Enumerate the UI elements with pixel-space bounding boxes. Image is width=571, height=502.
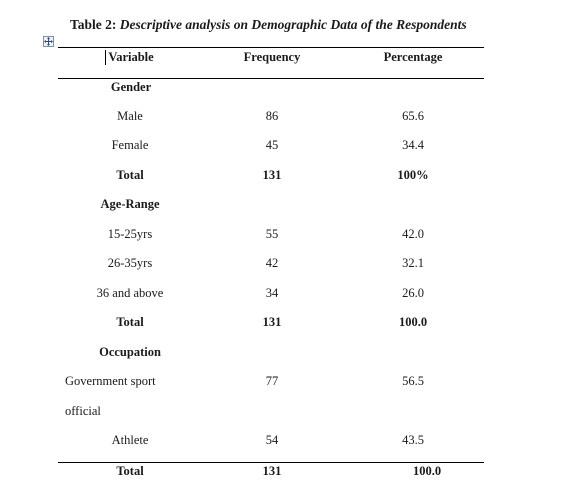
row-frequency: 55	[265, 227, 279, 241]
header-percentage: Percentage	[383, 50, 443, 64]
row-variable-continued: official	[65, 404, 101, 418]
row-variable: Male	[117, 109, 143, 123]
total-label: Total	[116, 315, 144, 329]
total-percentage: 100.0	[412, 464, 442, 478]
total-frequency: 131	[262, 464, 282, 478]
row-percentage: 34.4	[402, 138, 424, 152]
row-percentage: 56.5	[402, 374, 424, 388]
section-label-occupation: Occupation	[99, 345, 161, 359]
row-frequency: 54	[265, 433, 279, 447]
row-variable: Female	[111, 138, 149, 152]
total-percentage: 100.0	[398, 315, 428, 329]
row-variable: 26-35yrs	[107, 256, 153, 270]
header-variable: Variable	[108, 50, 154, 64]
total-frequency: 131	[262, 315, 282, 329]
total-label: Total	[116, 464, 144, 478]
total-frequency: 131	[262, 168, 282, 182]
row-percentage: 65.6	[402, 109, 424, 123]
total-label: Total	[116, 168, 144, 182]
row-frequency: 45	[265, 138, 279, 152]
total-percentage: 100%	[397, 168, 429, 182]
table-bottom-rule	[58, 462, 484, 463]
row-percentage: 42.0	[402, 227, 424, 241]
row-frequency: 42	[265, 256, 279, 270]
table-move-handle-icon[interactable]	[43, 36, 54, 47]
section-label-gender: Gender	[110, 80, 152, 94]
row-percentage: 43.5	[402, 433, 424, 447]
row-variable: Athlete	[111, 433, 149, 447]
table-header-rule	[58, 78, 484, 79]
text-cursor	[105, 50, 106, 65]
header-frequency: Frequency	[243, 50, 301, 64]
row-variable: 36 and above	[96, 286, 164, 300]
row-variable: 15-25yrs	[107, 227, 153, 241]
table-caption: Table 2: Descriptive analysis on Demogra…	[70, 17, 467, 33]
row-frequency: 34	[265, 286, 279, 300]
row-variable: Government sport	[65, 374, 156, 388]
row-frequency: 86	[265, 109, 279, 123]
table-number: Table 2:	[70, 17, 117, 32]
row-percentage: 26.0	[402, 286, 424, 300]
row-frequency: 77	[265, 374, 279, 388]
table-title: Descriptive analysis on Demographic Data…	[119, 17, 467, 32]
table-top-rule	[58, 47, 484, 48]
section-label-age-range: Age-Range	[100, 197, 160, 211]
row-percentage: 32.1	[402, 256, 424, 270]
